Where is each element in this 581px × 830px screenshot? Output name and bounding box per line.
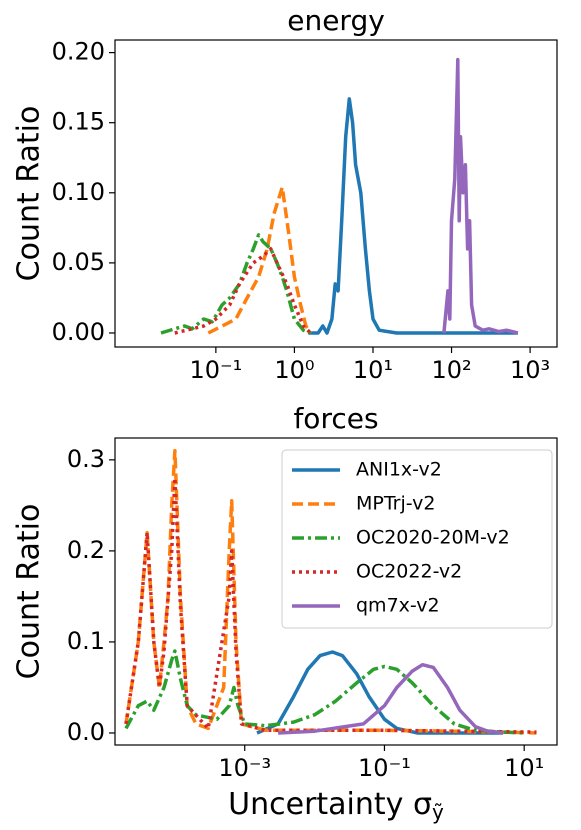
series-line [278,662,504,735]
x-tick-label: 10³ [510,356,550,384]
y-tick-label: 0.1 [67,627,105,655]
x-tick-label: 10² [431,356,471,384]
y-axis-label: Count Ratio [12,106,47,282]
series-line [308,97,518,335]
plot-area [124,448,537,735]
y-tick-label: 0.0 [67,718,105,746]
y-tick-label: 0.3 [67,445,105,473]
y-axis-label: Count Ratio [12,504,47,680]
series-line [442,57,519,335]
series-line [174,247,312,335]
x-tick-label: 10⁻¹ [358,754,411,782]
x-axis-label-main: Uncertainty σ [228,787,432,822]
y-tick-label: 0.10 [52,178,105,206]
legend-label: ANI1x-v2 [356,459,442,481]
y-tick-label: 0.05 [52,248,105,276]
x-tick-label: 10¹ [504,754,544,782]
series-line [256,650,504,735]
plot-area [160,57,519,335]
x-tick-label: 10¹ [353,356,393,384]
y-tick-label: 0.15 [52,108,105,136]
axes-frame [114,437,558,746]
x-tick-label: 10⁻³ [218,754,271,782]
series-line [124,476,537,734]
legend-label: OC2020-20M-v2 [356,527,510,549]
x-tick-label: 10⁻¹ [189,356,242,384]
x-axis-label-sub: ỹ [432,800,444,824]
y-tick-label: 0.20 [52,38,105,66]
series-line [124,649,525,735]
y-tick-label: 0.00 [52,318,105,346]
y-tick-label: 0.2 [67,536,105,564]
chart-title: forces [293,402,378,435]
chart-title: energy [287,4,385,37]
legend-label: OC2022-v2 [356,561,462,583]
series-line [207,185,312,335]
legend-label: qm7x-v2 [356,595,440,617]
x-axis-label: Uncertainty σỹ [228,787,444,824]
legend-label: MPTrj-v2 [356,493,435,515]
x-tick-label: 10⁰ [274,356,314,384]
legend-box [281,449,553,629]
series-line [160,233,312,335]
axes-frame [114,39,558,348]
